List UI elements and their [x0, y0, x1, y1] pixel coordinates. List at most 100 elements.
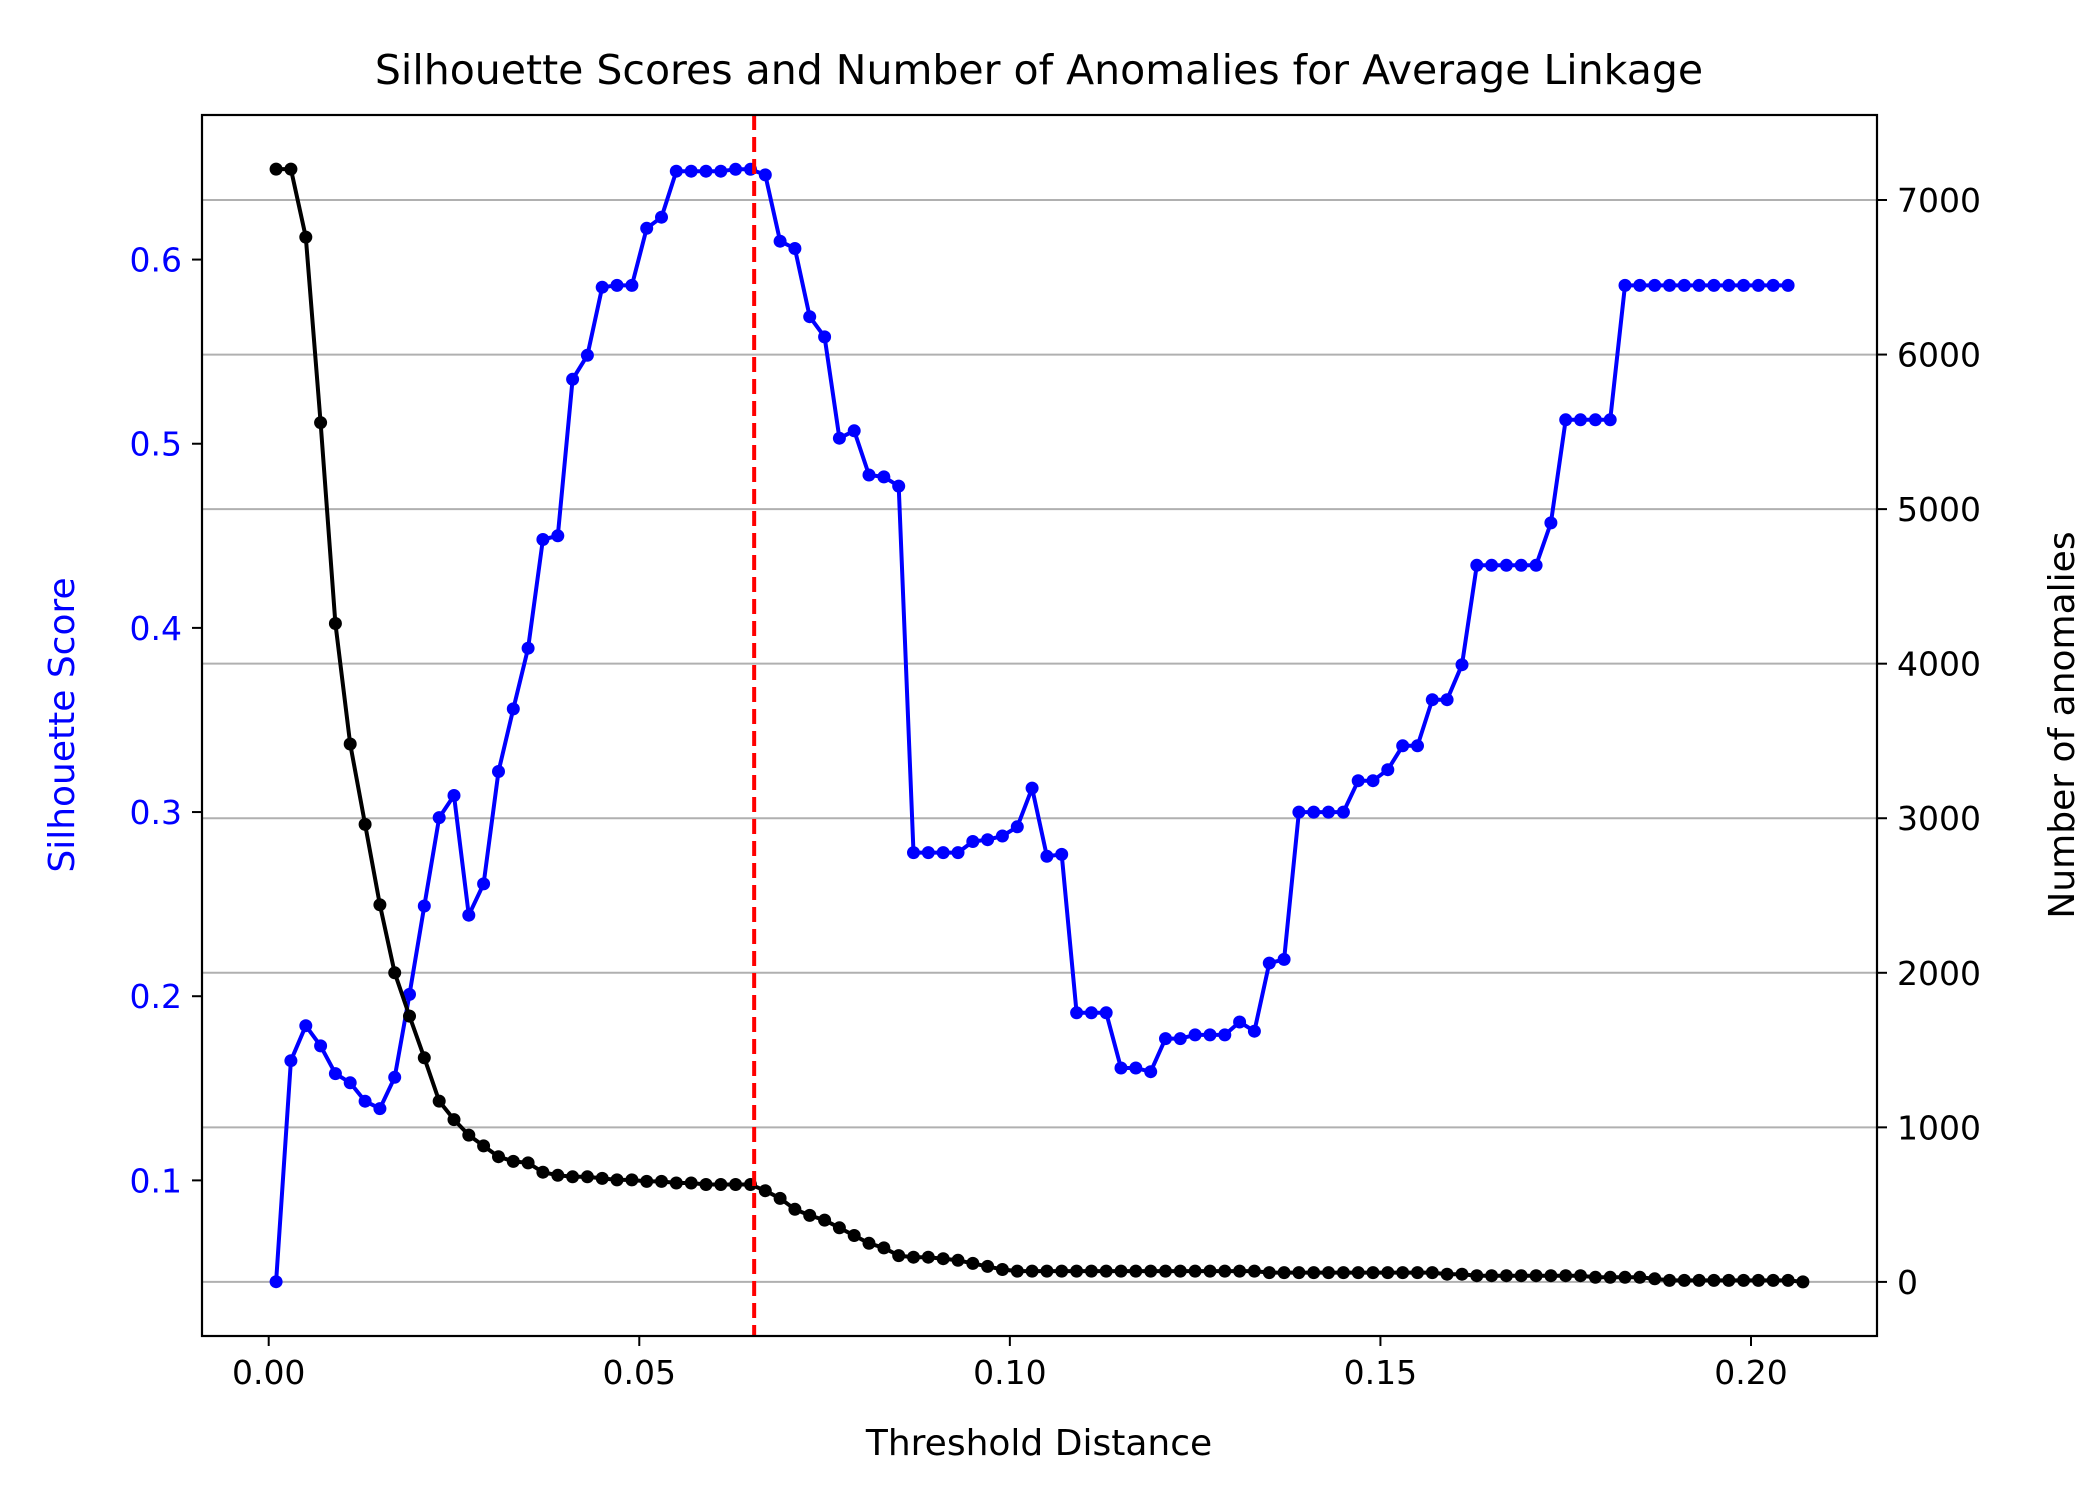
- anomalies-point: [1070, 1264, 1084, 1278]
- anomalies-point: [1603, 1270, 1617, 1284]
- silhouette-point: [625, 278, 639, 292]
- silhouette-point: [966, 835, 980, 848]
- anomalies-point: [862, 1236, 876, 1250]
- anomalies-point: [403, 1009, 416, 1023]
- anomalies-point: [1559, 1269, 1573, 1283]
- right-tick-label: 0: [1897, 1263, 1918, 1302]
- silhouette-point: [1781, 278, 1795, 292]
- right-tick-label: 6000: [1897, 336, 1981, 375]
- anomalies-point: [492, 1150, 505, 1164]
- anomalies-point: [655, 1174, 668, 1188]
- silhouette-point: [1322, 805, 1335, 819]
- silhouette-point: [877, 470, 891, 484]
- anomalies-point: [269, 162, 283, 176]
- silhouette-point: [1633, 278, 1647, 292]
- anomalies-point: [1247, 1264, 1261, 1278]
- anomalies-point: [388, 966, 402, 980]
- anomalies-point: [477, 1139, 491, 1153]
- anomalies-point: [1396, 1266, 1410, 1280]
- silhouette-point: [699, 164, 713, 178]
- silhouette-point: [1470, 558, 1484, 572]
- right-axis-label: Number of anomalies: [2042, 531, 2083, 918]
- plot-frame: [200, 113, 1879, 1338]
- silhouette-point: [610, 278, 624, 292]
- silhouette-point: [1559, 413, 1573, 427]
- silhouette-point: [1351, 774, 1365, 788]
- left-tick-label: 0.3: [130, 793, 182, 832]
- silhouette-point: [595, 280, 609, 294]
- silhouette-point: [936, 846, 950, 860]
- silhouette-point: [492, 765, 505, 778]
- silhouette-point: [314, 1039, 328, 1053]
- anomalies-point: [580, 1170, 594, 1184]
- anomalies-point: [907, 1250, 920, 1264]
- silhouette-point: [506, 702, 520, 716]
- silhouette-point: [269, 1275, 283, 1289]
- anomalies-point: [1751, 1273, 1765, 1287]
- anomalies-point: [1203, 1264, 1217, 1278]
- chart-title: Silhouette Scores and Number of Anomalie…: [375, 46, 1703, 94]
- anomalies-point: [995, 1263, 1009, 1276]
- left-tick-label: 0.6: [130, 241, 182, 280]
- silhouette-point: [788, 242, 802, 255]
- silhouette-series: [269, 162, 1795, 1289]
- silhouette-point: [862, 468, 876, 482]
- anomalies-point: [921, 1250, 935, 1264]
- anomalies-point: [1040, 1264, 1054, 1278]
- anomalies-point: [1574, 1269, 1587, 1283]
- silhouette-point: [477, 877, 491, 891]
- silhouette-point: [1188, 1028, 1202, 1042]
- silhouette-point: [1707, 278, 1721, 292]
- anomalies-point: [1440, 1267, 1454, 1281]
- silhouette-point: [1514, 558, 1528, 572]
- silhouette-point: [1485, 558, 1499, 572]
- silhouette-point: [1544, 516, 1558, 530]
- anomalies-point: [1499, 1269, 1513, 1283]
- anomalies-point: [1144, 1264, 1158, 1278]
- anomalies-point: [640, 1174, 654, 1188]
- right-tick-label: 3000: [1897, 799, 1981, 838]
- silhouette-point: [328, 1067, 342, 1081]
- silhouette-point: [1010, 820, 1024, 834]
- silhouette-point: [1055, 847, 1069, 861]
- silhouette-point: [1277, 952, 1291, 966]
- x-tick-label: 0.20: [1714, 1353, 1787, 1392]
- silhouette-point: [417, 899, 431, 913]
- silhouette-point: [655, 210, 668, 224]
- silhouette-point: [1588, 413, 1602, 427]
- anomalies-point: [877, 1241, 891, 1255]
- right-tick-label: 4000: [1897, 645, 1981, 684]
- silhouette-point: [1040, 849, 1054, 863]
- anomalies-point: [1544, 1269, 1558, 1283]
- anomalies-point: [773, 1191, 787, 1205]
- silhouette-point: [1292, 805, 1306, 819]
- anomalies-point: [1425, 1266, 1439, 1280]
- silhouette-point: [1411, 739, 1424, 753]
- left-tick-label: 0.2: [130, 977, 182, 1016]
- anomalies-point: [1692, 1273, 1706, 1287]
- silhouette-point: [1262, 956, 1276, 970]
- silhouette-point: [1663, 278, 1676, 292]
- silhouette-point: [299, 1019, 313, 1033]
- silhouette-point: [758, 168, 772, 182]
- anomalies-point: [358, 817, 372, 831]
- anomalies-point: [714, 1178, 728, 1191]
- anomalies-point: [1737, 1273, 1751, 1287]
- silhouette-point: [388, 1070, 402, 1084]
- silhouette-point: [921, 846, 935, 860]
- anomalies-point: [1218, 1264, 1232, 1278]
- anomalies-point: [314, 416, 328, 430]
- silhouette-point: [1440, 693, 1454, 707]
- silhouette-point: [343, 1076, 357, 1090]
- silhouette-point: [729, 162, 743, 176]
- x-axis-ticks: 0.00 0.05 0.10 0.15 0.20: [232, 1336, 1788, 1392]
- silhouette-point: [640, 221, 654, 235]
- silhouette-point: [995, 829, 1009, 843]
- anomalies-point: [343, 737, 357, 751]
- silhouette-point: [1677, 278, 1691, 292]
- right-tick-label: 2000: [1897, 954, 1981, 993]
- anomalies-point: [1796, 1275, 1810, 1289]
- anomalies-point: [669, 1176, 683, 1190]
- silhouette-point: [907, 846, 920, 860]
